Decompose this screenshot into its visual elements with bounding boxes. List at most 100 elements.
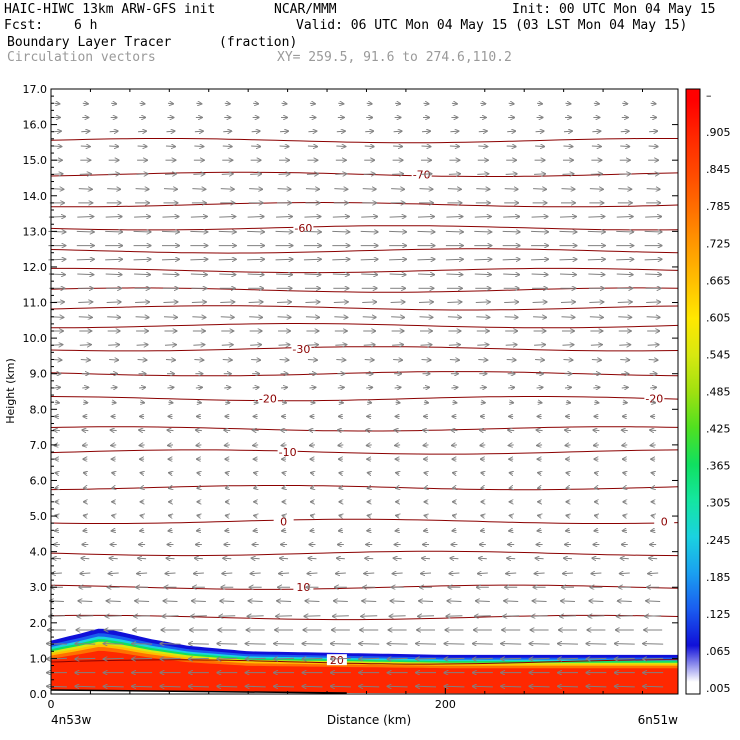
wind-vector (107, 189, 120, 190)
wind-vector (589, 189, 603, 190)
wind-vector (652, 488, 655, 489)
wind-vector (217, 686, 238, 687)
wind-vector (586, 658, 607, 659)
wind-vector (475, 616, 491, 617)
wind-vector (422, 387, 429, 388)
contour-label-bg (273, 515, 294, 527)
wind-vector (332, 231, 349, 232)
wind-vector (161, 231, 179, 232)
wind-vector (307, 359, 317, 360)
wind-vector (503, 217, 519, 218)
wind-vector (253, 430, 259, 431)
wind-vector (305, 601, 320, 602)
wind-vector (139, 430, 146, 431)
wind-vector (78, 601, 93, 602)
wind-vector (535, 131, 544, 132)
wind-vector (193, 345, 204, 346)
colorbar-label: .905 (706, 126, 731, 139)
wind-vector (55, 530, 59, 531)
wind-vector (650, 387, 656, 388)
contour-line (50, 659, 678, 665)
contour-label: 0 (661, 515, 668, 528)
wind-vector (537, 445, 543, 446)
wind-vector (141, 473, 144, 474)
wind-vector (226, 488, 229, 489)
wind-vector (504, 189, 518, 190)
wind-vector (219, 616, 236, 617)
wind-vector (250, 174, 261, 175)
wind-vector (416, 686, 437, 687)
wind-vector (476, 601, 490, 602)
wind-vector (451, 103, 457, 104)
colorbar-label: .605 (706, 311, 731, 324)
wind-vector (217, 644, 238, 645)
wind-vector (304, 616, 321, 617)
wind-vector (622, 103, 627, 104)
wind-vector (396, 530, 400, 531)
wind-vector (418, 302, 433, 303)
wind-vector (223, 558, 232, 559)
y-tick-label: 4.0 (30, 546, 48, 559)
wind-vector (249, 189, 262, 190)
wind-vector (365, 558, 374, 559)
wind-vector (421, 359, 431, 360)
wind-vector (478, 131, 487, 132)
wind-vector (360, 231, 378, 232)
wind-vector (388, 644, 408, 645)
init-time: Init: 00 UTC Mon 04 May 15 (512, 2, 716, 17)
wind-vector (135, 189, 149, 190)
wind-vector (166, 558, 175, 559)
wind-vector (362, 601, 377, 602)
wind-vector (395, 445, 401, 446)
wind-vector (587, 231, 605, 232)
wind-vector (310, 530, 314, 531)
wind-vector (537, 103, 542, 104)
wind-vector (535, 146, 544, 147)
x-axis-label: Distance (km) (327, 713, 411, 727)
wind-vector (279, 146, 289, 147)
wind-vector (83, 445, 88, 446)
wind-vector (421, 131, 430, 132)
wind-vector (248, 302, 263, 303)
wind-vector (134, 274, 150, 275)
wind-vector (189, 658, 209, 659)
wind-vector (365, 131, 373, 132)
wind-vector (502, 231, 520, 232)
wind-vector (134, 616, 151, 617)
wind-vector (225, 402, 229, 403)
wind-vector (394, 558, 402, 559)
wind-vector (309, 103, 315, 104)
wind-vector (52, 131, 61, 132)
wind-vector (618, 601, 632, 602)
wind-vector (420, 345, 432, 346)
wind-vector (220, 317, 234, 318)
wind-vector (424, 402, 428, 403)
wind-vector (534, 345, 545, 346)
wind-vector (247, 259, 264, 260)
wind-vector (649, 558, 658, 559)
wind-vector (450, 558, 459, 559)
wind-vector (504, 601, 519, 602)
wind-vector (566, 515, 569, 516)
wind-vector (363, 345, 375, 346)
wind-vector (621, 387, 628, 388)
wind-vector (332, 217, 349, 218)
y-tick-label: 16.0 (23, 119, 48, 132)
wind-vector (362, 302, 376, 303)
wind-vector (393, 131, 402, 132)
wind-vector (481, 515, 484, 516)
wind-vector (590, 174, 602, 175)
wind-vector (425, 515, 428, 516)
wind-vector (193, 174, 204, 175)
wind-vector (168, 402, 172, 403)
wind-vector (531, 217, 548, 218)
wind-vector (592, 558, 601, 559)
wind-vector (645, 217, 661, 218)
wind-vector (225, 530, 229, 531)
wind-vector (594, 530, 598, 531)
wind-vector (246, 686, 266, 687)
wind-vector (359, 686, 380, 687)
contour-label-bg (257, 392, 278, 404)
wind-vector (76, 231, 94, 232)
wind-vector (278, 174, 290, 175)
